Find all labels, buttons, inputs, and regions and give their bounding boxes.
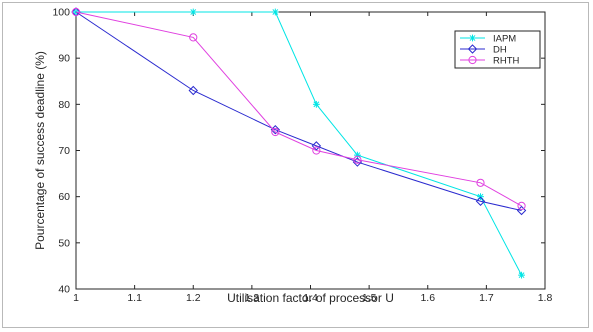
legend-label-iapm: IAPM xyxy=(493,34,516,45)
y-tick-label: 60 xyxy=(58,191,70,203)
data-point-dh xyxy=(311,141,322,151)
y-tick-label: 90 xyxy=(58,53,70,65)
star-stroke xyxy=(469,35,476,41)
data-point-rhth xyxy=(476,178,485,187)
x-tick-label: 1 xyxy=(73,292,79,304)
axis-ticks: 1 1.1 1.2 1.3 1.4 1.5 1.6 1.7 1.8 40 50 60 70 80 90 100 xyxy=(52,7,552,305)
data-point-rhth xyxy=(353,155,362,164)
legend-marker-dh xyxy=(467,44,478,54)
series-line-dh xyxy=(75,11,522,212)
x-tick-label: 1.7 xyxy=(479,292,494,304)
x-tick-label: 1.5 xyxy=(362,292,377,304)
data-point-iapm xyxy=(518,271,525,279)
data-point-rhth xyxy=(189,33,198,42)
star-stroke xyxy=(272,9,279,15)
y-tick-label: 80 xyxy=(58,99,70,111)
data-point-dh xyxy=(516,205,527,216)
y-tick-label: 100 xyxy=(52,7,70,19)
data-point-rhth xyxy=(271,127,280,137)
y-tick-label: 40 xyxy=(58,284,70,296)
y-tick-label: 70 xyxy=(58,145,70,157)
legend-item-iapm: IAPM xyxy=(460,34,516,45)
x-tick-label: 1.1 xyxy=(127,292,142,304)
x-tick-label: 1.2 xyxy=(186,292,201,304)
legend-marker-iapm xyxy=(469,34,476,42)
x-tick-label: 1.8 xyxy=(538,292,553,304)
legend-label-rhth: RHTH xyxy=(493,56,520,67)
data-point-iapm xyxy=(312,100,320,108)
y-axis-title: Pourcentage of success deadline (%) xyxy=(33,51,47,250)
star-stroke xyxy=(518,272,525,279)
data-point-iapm xyxy=(271,8,279,16)
legend-item-dh: DH xyxy=(460,44,507,56)
data-point-rhth xyxy=(517,201,526,210)
series-lines xyxy=(71,7,527,279)
data-point-dh xyxy=(475,196,486,206)
legend-marker-rhth xyxy=(468,55,477,65)
x-tick-label: 1.4 xyxy=(303,292,318,304)
legend-label-dh: DH xyxy=(493,45,507,56)
legend-item-rhth: RHTH xyxy=(460,56,520,67)
star-stroke xyxy=(313,101,320,108)
data-point-dh xyxy=(188,85,198,96)
data-point-rhth xyxy=(71,7,81,17)
y-tick-label: 50 xyxy=(58,237,70,249)
x-tick-label: 1.6 xyxy=(420,292,435,304)
data-point-rhth xyxy=(312,146,321,155)
x-axis-title: Utilisation factor of processor U xyxy=(227,291,394,305)
star-stroke xyxy=(190,9,197,15)
x-tick-label: 1.3 xyxy=(245,292,260,304)
series-line-rhth xyxy=(75,11,522,207)
series-rhth xyxy=(71,7,526,210)
data-point-iapm xyxy=(189,8,197,16)
